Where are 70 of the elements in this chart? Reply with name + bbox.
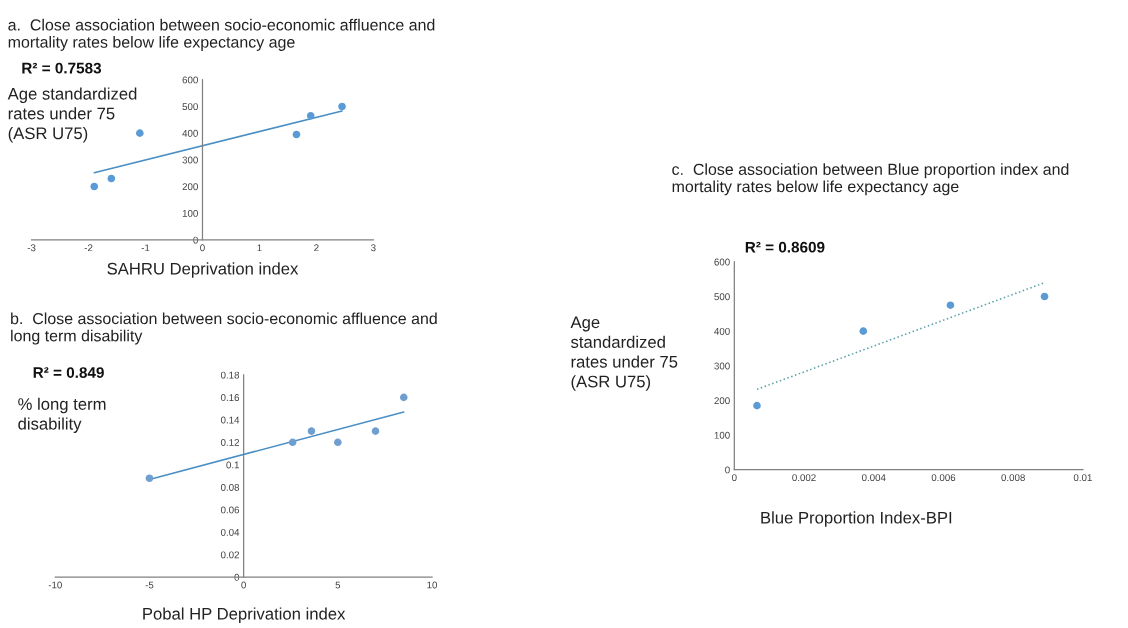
chart-title: b. Close association between socio-economic affluence and long term disability — [11, 312, 437, 345]
y-tick-label: 300 — [714, 362, 730, 370]
y-tick-label: 0 — [725, 466, 730, 474]
text: R² = 0.8609 — [745, 241, 825, 253]
x-tick-label: -10 — [48, 581, 62, 589]
point — [292, 130, 301, 139]
point — [753, 401, 761, 410]
x-tick-label: 0.002 — [792, 474, 816, 482]
y-tick-label: 500 — [714, 293, 730, 301]
point — [136, 129, 144, 137]
point — [306, 111, 315, 120]
y-axis-title: Age standardized rates under 75 (ASR U75) — [570, 316, 678, 391]
y-tick-label: 0.12 — [220, 439, 239, 446]
y-tick-label: 600 — [182, 76, 198, 84]
x-tick-label: 10 — [427, 581, 438, 589]
x-tick-label: 0.008 — [1001, 474, 1025, 482]
point — [107, 174, 116, 183]
y-tick-label: 100 — [714, 431, 730, 439]
y-tick-label: 400 — [182, 129, 198, 137]
x-tick-label: 2 — [314, 244, 319, 252]
x-tick-label: -1 — [141, 244, 150, 252]
y-tick-label: 0.1 — [226, 461, 240, 469]
x-axis-title: Blue Proportion Index-BPI — [761, 511, 952, 527]
x-tick-label: -2 — [84, 244, 93, 252]
x-tick-label: 0.01 — [1073, 474, 1092, 482]
point — [338, 102, 346, 111]
chart-title: a. Close association between socio-economic affluence and mortality rates below life expectancy age — [8, 18, 435, 51]
x-axis-title: SAHRU Deprivation index — [107, 262, 299, 278]
y-tick-label: 500 — [182, 103, 198, 111]
x-tick-label: 0 — [241, 581, 246, 589]
point — [1040, 292, 1049, 301]
x-tick-label: -3 — [27, 244, 36, 252]
y-axis-title: % long term disability — [18, 397, 106, 434]
x-tick-label: 5 — [335, 581, 341, 589]
x-tick-label: 1 — [257, 244, 262, 252]
point — [399, 393, 408, 402]
annotation: R² = 0.849 — [33, 367, 104, 378]
x-tick-label: 3 — [371, 244, 376, 252]
y-tick-label: 0.02 — [220, 551, 239, 559]
point — [145, 474, 154, 483]
y-tick-label: 0 — [234, 573, 240, 581]
point — [307, 427, 316, 435]
x-tick-label: 0.004 — [861, 474, 886, 482]
point — [371, 427, 380, 435]
x-tick-label: 0 — [200, 244, 205, 252]
point — [334, 438, 342, 447]
x-axis-title: Pobal HP Deprivation index — [143, 607, 346, 623]
y-tick-label: 600 — [714, 258, 730, 266]
y-tick-label: 100 — [182, 209, 198, 217]
y-tick-label: 200 — [714, 397, 730, 405]
y-tick-label: 200 — [182, 183, 198, 191]
x-tick-label: -5 — [145, 581, 154, 589]
y-tick-label: 0.08 — [220, 483, 240, 491]
y-tick-label: 0.16 — [220, 394, 240, 401]
y-tick-label: 0.18 — [220, 371, 240, 379]
y-tick-label: 0.06 — [220, 506, 240, 514]
text: R² = 0.7583 — [22, 62, 102, 74]
point — [288, 438, 297, 447]
x-tick-label: 0 — [732, 474, 737, 482]
x-tick-label: 0.006 — [931, 474, 956, 482]
point — [946, 301, 955, 309]
point — [90, 182, 99, 191]
y-tick-label: 0.14 — [220, 416, 240, 424]
y-tick-label: 0.04 — [220, 528, 240, 536]
y-axis-title: Age standardized rates under 75 (ASR U75) — [7, 87, 137, 143]
y-tick-label: 300 — [182, 156, 198, 164]
y-tick-label: 0 — [193, 236, 198, 244]
point — [859, 327, 868, 335]
y-tick-label: 400 — [714, 327, 730, 335]
chart-title: c. Close association between Blue proportion index and mortality rates below life expectancy age — [672, 163, 1069, 196]
